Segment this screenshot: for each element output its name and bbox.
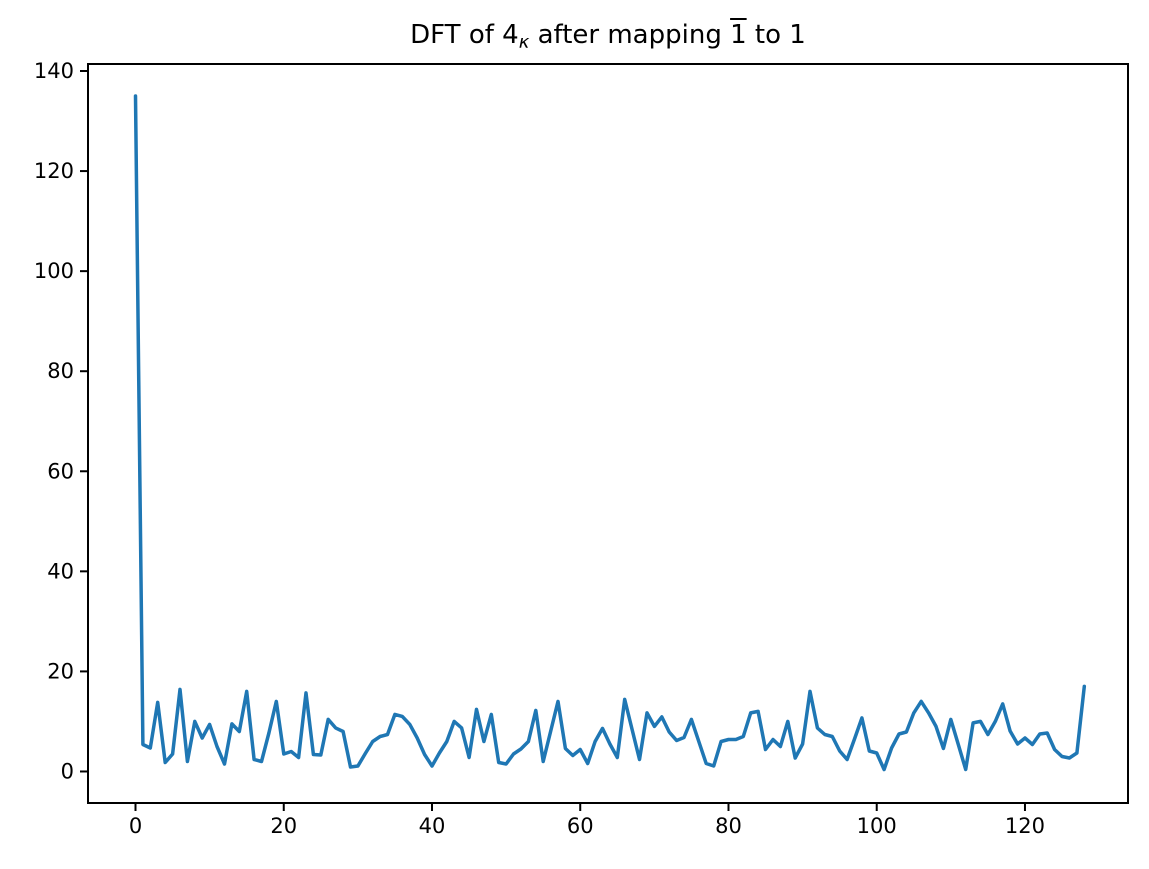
- y-tick-label: 60: [47, 459, 74, 483]
- x-tick-label: 80: [715, 814, 742, 838]
- dft-data-line: [133, 94, 1087, 772]
- x-tick-label: 60: [567, 814, 594, 838]
- y-tick-label: 20: [47, 659, 74, 683]
- title-mid: after mapping: [529, 20, 731, 50]
- y-tick-label: 40: [47, 559, 74, 583]
- title-tail: to 1: [746, 20, 806, 50]
- y-tick-label: 0: [61, 759, 74, 783]
- y-tick-label: 120: [34, 159, 74, 183]
- x-tick-label: 100: [857, 814, 897, 838]
- axes-border: [87, 63, 1129, 804]
- x-tick-label: 120: [1005, 814, 1045, 838]
- y-tick-label: 80: [47, 359, 74, 383]
- x-tick-label: 20: [270, 814, 297, 838]
- chart-title: DFT of 4κ after mapping 1 to 1: [88, 20, 1128, 53]
- y-tick-label: 140: [34, 59, 74, 83]
- y-tick-label: 100: [34, 259, 74, 283]
- x-tick-label: 0: [129, 814, 142, 838]
- x-tick-label: 40: [419, 814, 446, 838]
- title-overbar-one: 1: [730, 20, 747, 50]
- title-kappa-subscript: κ: [518, 32, 530, 53]
- title-prefix: DFT of 4: [410, 20, 519, 50]
